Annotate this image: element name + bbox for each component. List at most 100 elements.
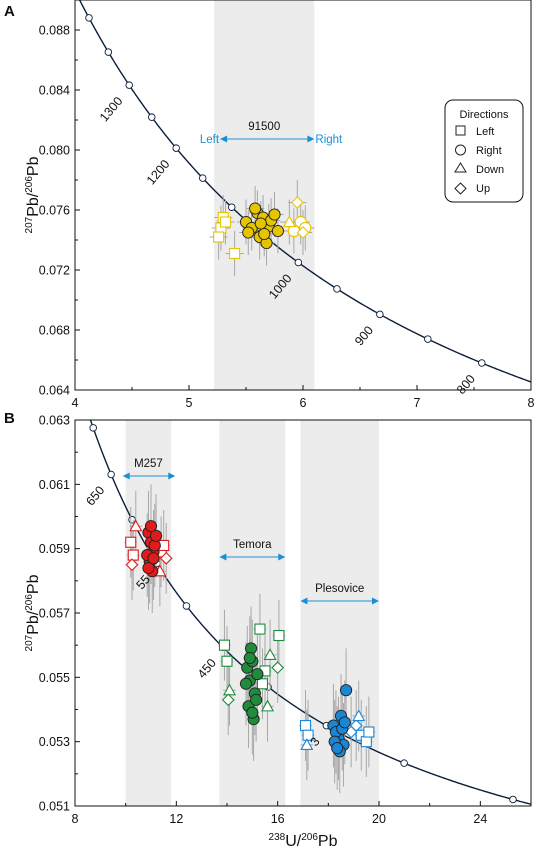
data-point-m257 xyxy=(142,561,155,575)
concordia-age-marker xyxy=(107,470,115,479)
legend-item-left: Left xyxy=(476,126,494,138)
concordia-age-marker xyxy=(376,310,384,319)
x-tick-label: 7 xyxy=(414,396,421,410)
data-point-plesovice xyxy=(338,716,351,729)
x-tick-label: 6 xyxy=(300,396,307,410)
data-point-plesovice xyxy=(331,742,344,755)
legend-item-right: Right xyxy=(476,145,502,157)
data-point-left xyxy=(219,216,232,228)
direction-arrow-left-head xyxy=(220,135,228,143)
direction-arrow-left-head xyxy=(300,597,308,605)
x-label-mid: U/ xyxy=(285,833,302,850)
concordia-age-marker xyxy=(104,48,113,56)
data-point-temora xyxy=(251,668,264,681)
data-point-m257 xyxy=(150,529,163,542)
data-point-m257 xyxy=(125,536,137,548)
data-point-temora xyxy=(256,678,269,690)
data-point-temora xyxy=(263,648,277,660)
legend-title: Directions xyxy=(460,109,509,121)
direction-arrow-right-head xyxy=(278,553,286,561)
data-point-temora xyxy=(246,706,259,719)
data-point-right xyxy=(249,202,262,215)
panel-b-y-axis-label: 207Pb/206Pb xyxy=(24,574,42,651)
concordia-age-marker xyxy=(227,203,236,211)
concordia-age-label: 55 xyxy=(133,572,153,592)
data-point-plesovice xyxy=(299,720,312,732)
concordia-age-marker xyxy=(294,258,303,267)
data-point-up xyxy=(296,226,310,239)
concordia-age-marker xyxy=(128,515,136,524)
concordia-age-marker xyxy=(333,285,341,293)
concordia-age-marker xyxy=(509,795,517,804)
concordia-age-label: 450 xyxy=(195,656,219,681)
concordia-age-marker xyxy=(85,14,93,22)
data-point-m257 xyxy=(125,558,139,572)
data-point-m257 xyxy=(159,551,173,565)
direction-arrow-right-head xyxy=(372,597,379,605)
y-label-sup-206: 206 xyxy=(24,594,35,611)
data-point-temora xyxy=(273,629,285,642)
direction-left-label: Left xyxy=(200,134,220,146)
y-label-sup-207: 207 xyxy=(24,216,35,233)
panel-a-points xyxy=(213,196,312,260)
concordia-age-label: 1200 xyxy=(144,157,173,187)
concordia-age-marker xyxy=(172,144,180,152)
band-label: 91500 xyxy=(248,121,280,133)
band-label: Temora xyxy=(233,539,272,551)
direction-arrow-left-head xyxy=(219,553,227,561)
y-tick-label: 0.057 xyxy=(39,607,70,621)
band-label: Plesovice xyxy=(315,583,364,595)
y-tick-label: 0.068 xyxy=(39,324,70,338)
concordia-age-marker xyxy=(148,113,156,121)
y-tick-label: 0.061 xyxy=(39,478,70,492)
data-point-temora xyxy=(243,651,256,665)
legend-circle-icon xyxy=(455,144,466,156)
direction-arrow-left-head xyxy=(122,472,130,480)
y-tick-label: 0.076 xyxy=(39,204,70,218)
x-tick-label: 8 xyxy=(72,812,79,826)
y-tick-label: 0.051 xyxy=(39,800,70,814)
data-point-m257 xyxy=(147,552,160,565)
data-point-left xyxy=(229,247,241,260)
x-label-sup-238: 238 xyxy=(269,832,286,843)
concordia-age-label: 1300 xyxy=(97,94,126,124)
y-label-mid: Pb/ xyxy=(25,192,42,217)
y-tick-label: 0.059 xyxy=(39,542,70,556)
concordia-age-marker xyxy=(400,759,408,767)
concordia-age-label: 650 xyxy=(83,483,107,508)
data-point-temora xyxy=(261,699,275,712)
data-point-down xyxy=(282,215,296,228)
y-label-sup-207: 207 xyxy=(24,634,35,651)
y-tick-label: 0.088 xyxy=(39,24,70,38)
data-point-up xyxy=(290,196,304,209)
band-91500 xyxy=(214,0,315,390)
y-tick-label: 0.072 xyxy=(39,264,70,278)
panel-a-y-axis-label: 207Pb/206Pb xyxy=(24,156,42,233)
concordia-age-label: 800 xyxy=(454,372,478,397)
concordia-age-marker xyxy=(198,174,207,182)
panel-a-bands xyxy=(214,0,315,390)
data-point-temora xyxy=(221,655,233,667)
y-tick-label: 0.084 xyxy=(39,84,70,98)
legend-item-up: Up xyxy=(476,183,490,195)
direction-arrow-right-head xyxy=(307,135,315,143)
data-point-right xyxy=(254,217,267,230)
x-tick-label: 16 xyxy=(271,812,285,826)
data-point-m257 xyxy=(144,520,158,533)
data-point-plesovice xyxy=(363,726,375,738)
data-point-plesovice xyxy=(360,736,372,748)
panel-b-bands xyxy=(125,420,379,806)
band-m257 xyxy=(125,420,172,806)
y-tick-label: 0.053 xyxy=(39,735,70,749)
data-point-temora xyxy=(218,639,231,651)
data-point-plesovice xyxy=(300,738,314,751)
data-point-temora xyxy=(254,623,266,635)
concordia-age-marker xyxy=(424,335,432,343)
direction-arrow-right-head xyxy=(168,472,176,480)
panel-a-label: A xyxy=(4,3,15,20)
x-label-end: Pb xyxy=(318,833,338,850)
x-label-sup-206: 206 xyxy=(301,832,318,843)
concordia-age-marker xyxy=(89,424,97,432)
